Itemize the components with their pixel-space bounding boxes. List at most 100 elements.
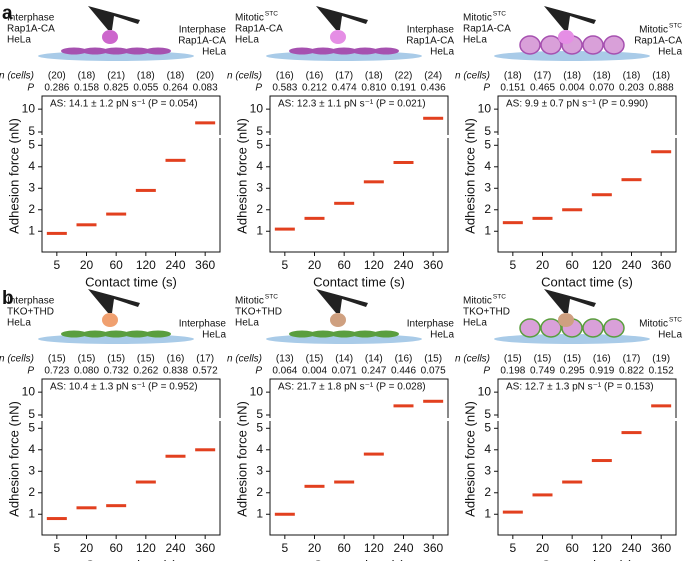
y-tick-label: 1 [256, 506, 263, 520]
cell-label: Mitotic [463, 296, 492, 307]
cell [61, 47, 87, 55]
axis-box [41, 421, 221, 536]
p-value: 0.262 [133, 366, 158, 377]
x-tick-label: 5 [53, 258, 60, 272]
y-tick-label: 10 [478, 384, 492, 398]
p-value: 0.152 [649, 366, 674, 377]
median-bar [393, 160, 414, 164]
panel-letter: b [2, 288, 14, 309]
n-value: (13) [276, 354, 294, 365]
y-tick-label: 4 [28, 159, 35, 173]
n-title: n (cells) [227, 354, 262, 365]
x-tick-label: 240 [393, 541, 413, 555]
n-value: (16) [395, 354, 413, 365]
median-bar [651, 404, 672, 408]
p-value: 0.264 [163, 83, 188, 94]
cell-label: HeLa [463, 318, 487, 329]
y-tick-label: 10 [250, 384, 264, 398]
annotation: AS: 14.1 ± 1.2 pN s⁻¹ (P = 0.054) [50, 99, 198, 110]
y-tick-label: 4 [256, 442, 263, 456]
y-tick-label: 5 [28, 137, 35, 151]
cell-label: HeLa [202, 330, 226, 341]
x-tick-label: 240 [165, 541, 185, 555]
x-axis-label: Contact time (s) [85, 274, 177, 289]
probe-cell [102, 30, 118, 44]
cell [352, 330, 378, 338]
y-tick-label: 1 [484, 223, 491, 237]
cell-label: TKO+THD [235, 307, 282, 318]
cantilever [88, 289, 140, 313]
cell-label: HeLa [7, 318, 31, 329]
p-value: 0.446 [391, 366, 416, 377]
n-title: n (cells) [455, 71, 490, 82]
annotation: AS: 12.3 ± 1.1 pN s⁻¹ (P = 0.021) [278, 99, 426, 110]
n-value: (15) [78, 354, 96, 365]
median-bar [423, 116, 444, 120]
x-tick-label: 5 [281, 541, 288, 555]
x-tick-label: 240 [621, 258, 641, 272]
cell-label: TKO+THD [7, 307, 54, 318]
p-title: P [483, 366, 490, 377]
n-value: (24) [424, 71, 442, 82]
median-bar [532, 493, 553, 497]
p-value: 0.838 [163, 366, 188, 377]
cell [289, 330, 315, 338]
p-value: 0.583 [272, 83, 297, 94]
y-tick-label: 4 [484, 159, 491, 173]
median-bar [334, 480, 355, 484]
cell-label: HeLa [463, 35, 487, 46]
median-bar [363, 452, 384, 456]
x-axis-label: Contact time (s) [541, 557, 633, 561]
x-tick-label: 20 [536, 541, 550, 555]
n-value: (17) [196, 354, 214, 365]
n-value: (17) [623, 354, 641, 365]
y-tick-label: 5 [484, 420, 491, 434]
y-tick-label: 1 [484, 506, 491, 520]
x-axis-label: Contact time (s) [313, 274, 405, 289]
y-tick-label: 2 [484, 485, 491, 499]
y-tick-label: 2 [28, 202, 35, 216]
x-tick-label: 240 [165, 258, 185, 272]
n-value: (15) [424, 354, 442, 365]
cell-label: HeLa [235, 35, 259, 46]
y-tick-label: 5 [28, 407, 35, 421]
n-value: (15) [563, 354, 581, 365]
x-tick-label: 5 [53, 541, 60, 555]
cell [519, 318, 541, 338]
y-tick-label: 3 [256, 463, 263, 477]
y-tick-label: 3 [484, 463, 491, 477]
x-tick-label: 360 [651, 541, 671, 555]
median-bar [393, 404, 414, 408]
n-value: (22) [395, 71, 413, 82]
p-value: 0.071 [332, 366, 357, 377]
y-axis-label: Adhesion force (nN) [6, 118, 21, 234]
n-value: (17) [534, 71, 552, 82]
y-tick-label: 10 [22, 101, 36, 115]
p-title: P [27, 366, 34, 377]
n-value: (21) [107, 71, 125, 82]
p-value: 0.825 [104, 83, 129, 94]
p-value: 0.158 [74, 83, 99, 94]
p-value: 0.064 [272, 366, 297, 377]
cell [145, 330, 171, 338]
cell-label: HeLa [235, 318, 259, 329]
cell [331, 330, 357, 338]
p-value: 0.055 [133, 83, 158, 94]
cell-label: Rap1A-CA [463, 24, 511, 35]
y-tick-label: 5 [256, 137, 263, 151]
cell-label: HeLa [430, 47, 454, 58]
p-value: 0.151 [500, 83, 525, 94]
median-bar [274, 227, 295, 231]
median-bar [135, 480, 156, 484]
x-tick-label: 20 [80, 541, 94, 555]
cell [331, 47, 357, 55]
n-value: (18) [623, 71, 641, 82]
p-value: 0.070 [589, 83, 614, 94]
probe-cell [102, 313, 118, 327]
axis-box [269, 421, 449, 536]
n-value: (15) [306, 354, 324, 365]
x-tick-label: 60 [565, 541, 579, 555]
y-tick-label: 5 [484, 407, 491, 421]
cell [519, 35, 541, 55]
